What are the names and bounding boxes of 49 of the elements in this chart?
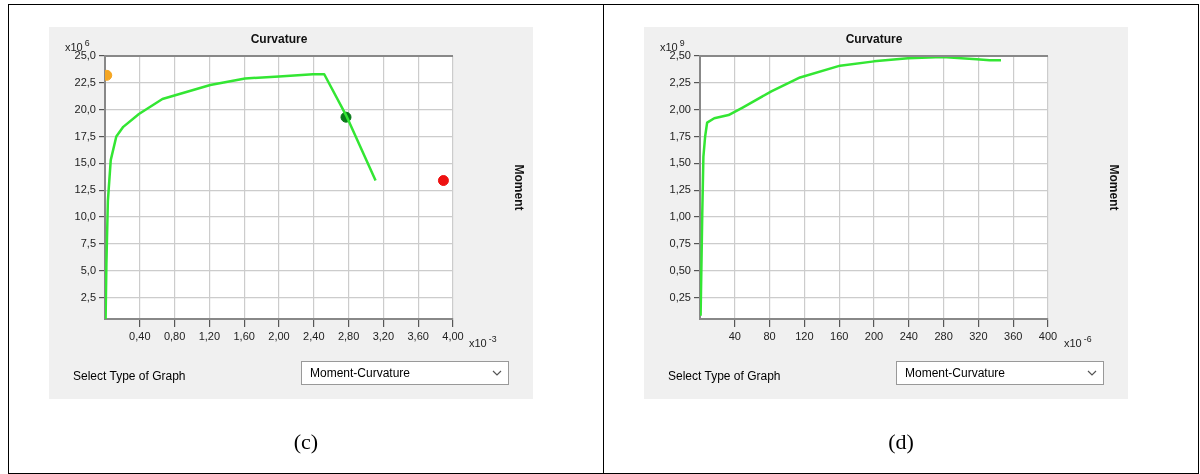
y-tick-label: 0,50 — [669, 263, 691, 276]
x-axis-title: Curvature — [250, 32, 308, 46]
x-tick-label: 0,40 — [129, 329, 151, 342]
y-tick-label: 22,5 — [74, 75, 96, 88]
x-tick-label: 240 — [899, 329, 918, 342]
y-axis-title: Moment — [512, 164, 526, 211]
x-tick-label: 2,40 — [303, 329, 325, 342]
x-tick-label: 400 — [1038, 329, 1058, 342]
text: Select Type of Graph — [668, 369, 781, 383]
x-tick-label: 1,20 — [198, 329, 221, 342]
x-tick-label: 4,00 — [442, 329, 464, 342]
y-tick-label: 2,25 — [669, 75, 691, 88]
dropdown: Moment-Curvature — [896, 361, 1104, 385]
x-tick-label: 360 — [1004, 329, 1023, 342]
x-tick-label: 200 — [864, 329, 884, 342]
x-tick-label: 1,60 — [233, 329, 255, 342]
x-axis-title: Curvature — [845, 32, 903, 46]
x-tick-label: 80 — [763, 329, 776, 342]
y-tick-label: 5,0 — [80, 263, 96, 276]
y-tick-label: 20,0 — [74, 102, 96, 115]
dropdown: Moment-Curvature — [301, 361, 509, 385]
y-tick-label: 7,5 — [80, 236, 96, 249]
x-tick-label: 2,80 — [337, 329, 360, 342]
y-tick-label: 1,00 — [669, 210, 691, 223]
x-tick-label: 3,20 — [372, 329, 395, 342]
y-tick-label: 0,25 — [669, 290, 691, 303]
x-tick-label: 2,00 — [268, 329, 290, 342]
y-axis-title: Moment — [1107, 164, 1121, 211]
x-tick-label: 160 — [830, 329, 849, 342]
y-tick-label: 10,0 — [74, 210, 96, 223]
x-tick-label: 120 — [795, 329, 814, 342]
point — [437, 175, 449, 187]
x-tick-label: 3,60 — [407, 329, 429, 342]
y-tick-label: 0,75 — [669, 236, 691, 249]
y-tick-label: 15,0 — [74, 156, 96, 169]
text: Select Type of Graph — [73, 369, 186, 383]
y-tick-label: 2,00 — [669, 102, 691, 115]
x-tick-label: 0,80 — [163, 329, 186, 342]
y-tick-label: 1,50 — [669, 156, 691, 169]
y-tick-label: 17,5 — [74, 129, 96, 142]
x-tick-label: 280 — [934, 329, 953, 342]
y-tick-label: 12,5 — [74, 183, 96, 196]
y-tick-label: 2,5 — [80, 290, 96, 303]
y-tick-label: 1,25 — [669, 183, 691, 196]
x-tick-label: 320 — [969, 329, 988, 342]
x-tick-label: 40 — [728, 329, 741, 342]
text: (c) — [292, 429, 320, 455]
text: (d) — [887, 429, 915, 455]
y-tick-label: 1,75 — [669, 129, 691, 142]
